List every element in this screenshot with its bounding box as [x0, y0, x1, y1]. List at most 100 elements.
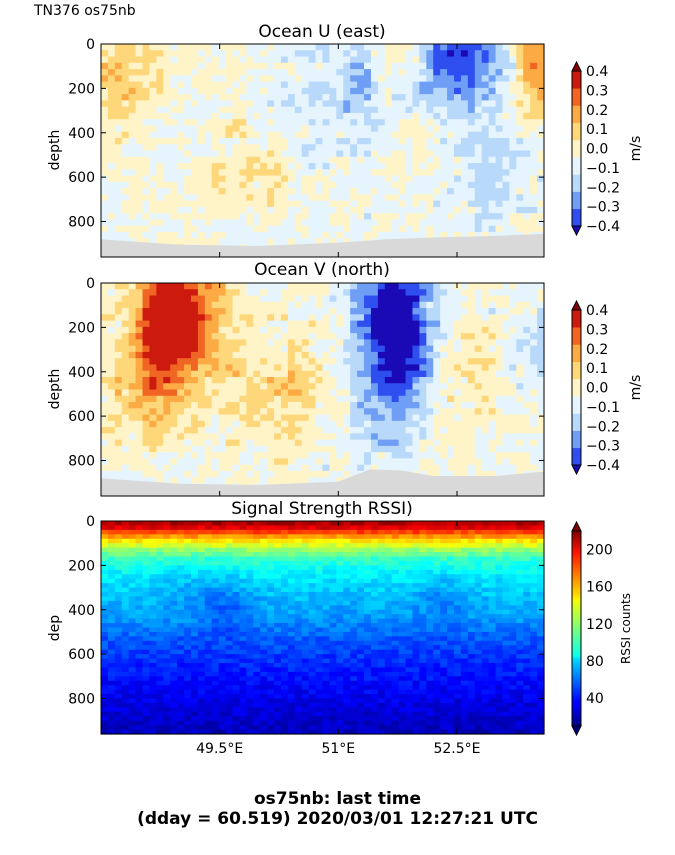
field-cell: [142, 671, 151, 677]
field-cell: [170, 574, 178, 580]
field-cell: [488, 219, 497, 227]
field-cell: [301, 225, 310, 233]
field-cell: [460, 402, 469, 409]
field-cell: [274, 295, 282, 303]
field-cell: [523, 402, 531, 409]
field-cell: [370, 395, 379, 403]
field-cell: [114, 62, 123, 70]
field-cell: [377, 106, 386, 114]
field-cell: [322, 231, 331, 239]
field-cell: [149, 609, 157, 615]
field-cell: [460, 283, 469, 290]
field-cell: [357, 50, 365, 58]
field-cell: [246, 44, 254, 51]
field-cell: [267, 283, 275, 290]
field-cell: [260, 106, 268, 114]
field-cell: [412, 81, 420, 89]
field-cell: [447, 326, 455, 334]
field-cell: [156, 574, 164, 580]
field-cell: [301, 458, 310, 466]
field-cell: [101, 358, 109, 366]
field-cell: [156, 219, 164, 227]
field-cell: [170, 654, 178, 660]
field-cell: [502, 206, 510, 214]
field-cell: [301, 206, 310, 214]
field-cell: [488, 439, 497, 447]
field-cell: [343, 320, 351, 328]
field-cell: [121, 144, 130, 152]
field-cell: [419, 314, 427, 322]
field-cell: [364, 231, 372, 239]
field-cell: [121, 707, 130, 713]
field-cell: [135, 200, 144, 208]
field-cell: [357, 206, 365, 214]
field-cell: [142, 716, 151, 722]
field-cell: [530, 283, 538, 290]
field-cell: [343, 326, 351, 334]
field-cell: [135, 525, 144, 531]
field-cell: [128, 729, 137, 735]
field-cell: [225, 433, 234, 441]
field-cell: [433, 213, 441, 221]
field-cell: [350, 69, 358, 76]
field-cell: [502, 339, 510, 347]
field-cell: [329, 100, 337, 108]
field-cell: [454, 137, 462, 145]
field-cell: [433, 283, 441, 290]
field-cell: [509, 389, 517, 397]
field-cell: [391, 452, 400, 460]
field-cell: [412, 320, 420, 328]
field-cell: [343, 301, 351, 309]
field-cell: [190, 383, 199, 391]
field-cell: [239, 295, 247, 303]
field-cell: [502, 144, 510, 152]
field-cell: [211, 213, 220, 221]
field-cell: [509, 295, 517, 303]
field-cell: [343, 408, 351, 416]
field-cell: [253, 188, 261, 195]
field-cell: [142, 333, 151, 340]
field-cell: [107, 645, 116, 651]
field-cell: [218, 364, 227, 372]
field-cell: [537, 301, 545, 309]
field-cell: [537, 345, 545, 353]
field-cell: [156, 698, 164, 704]
field-cell: [197, 225, 206, 233]
field-cell: [315, 427, 324, 434]
field-cell: [329, 414, 337, 422]
field-cell: [135, 605, 144, 611]
field-cell: [447, 402, 455, 409]
field-cell: [343, 163, 351, 170]
field-cell: [350, 408, 358, 416]
field-cell: [135, 314, 144, 322]
field-cell: [121, 649, 130, 655]
field-cell: [343, 231, 351, 239]
field-cell: [156, 720, 164, 726]
field-cell: [107, 383, 116, 391]
field-cell: [377, 395, 386, 403]
field-cell: [377, 420, 386, 428]
field-cell: [128, 658, 137, 664]
field-cell: [128, 200, 137, 208]
field-cell: [377, 231, 386, 239]
field-cell: [114, 614, 123, 620]
field-cell: [474, 452, 483, 460]
field-cell: [135, 689, 144, 695]
field-cell: [474, 125, 483, 133]
field-cell: [274, 106, 282, 114]
field-cell: [454, 370, 462, 378]
field-cell: [294, 289, 303, 297]
field-cell: [308, 414, 317, 422]
field-cell: [149, 213, 157, 221]
field-cell: [267, 150, 275, 158]
field-cell: [516, 414, 524, 422]
field-cell: [516, 445, 524, 453]
field-cell: [149, 308, 157, 315]
field-cell: [384, 402, 393, 409]
field-cell: [481, 188, 490, 195]
field-cell: [301, 370, 310, 378]
field-cell: [454, 163, 462, 170]
field-cell: [315, 175, 324, 183]
field-cell: [488, 175, 497, 183]
